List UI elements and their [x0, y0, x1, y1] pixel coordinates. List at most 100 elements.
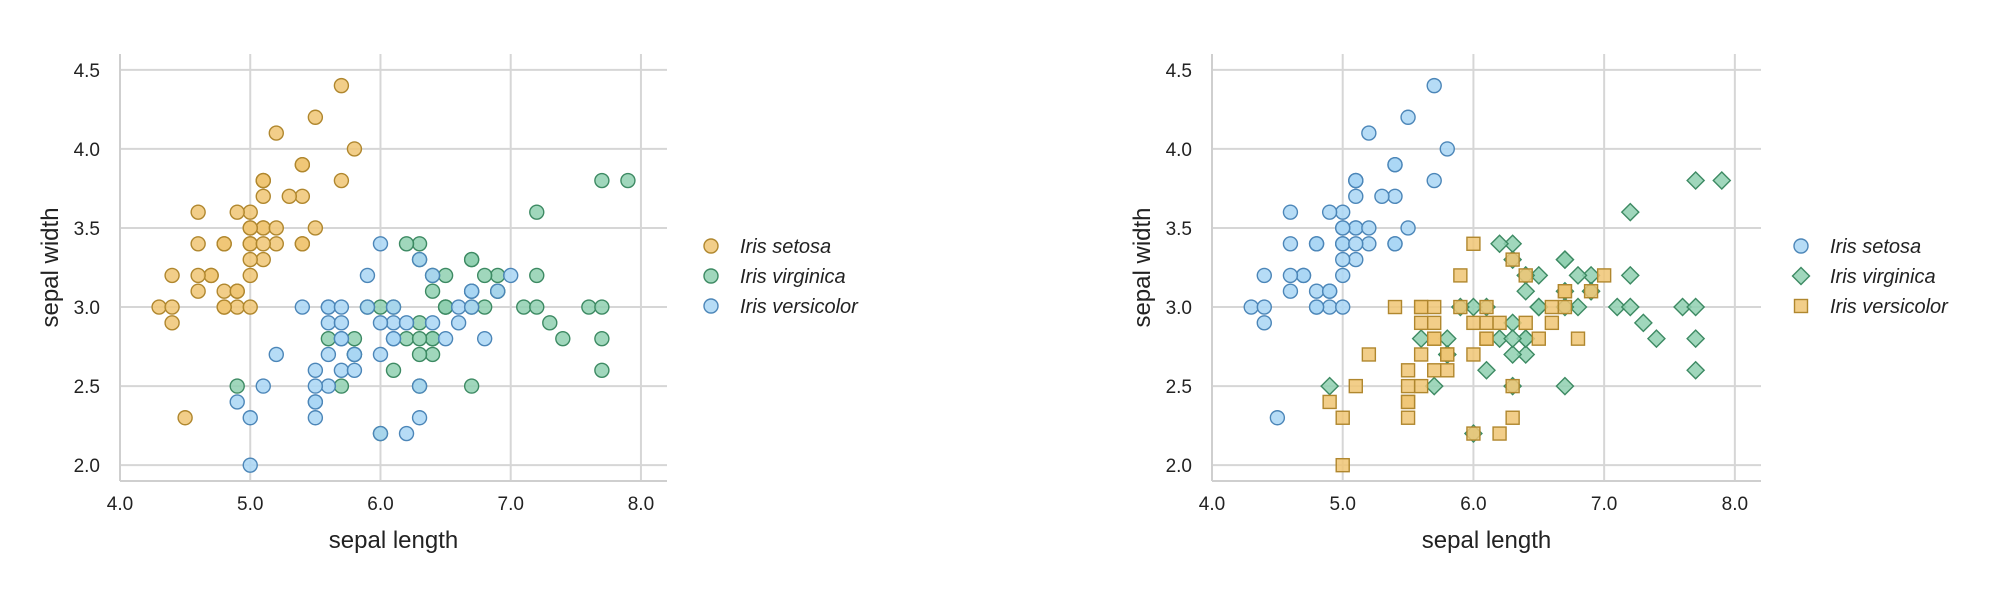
data-point	[333, 172, 350, 189]
data-point	[1555, 376, 1575, 396]
data-point	[1503, 344, 1523, 364]
data-point	[1531, 331, 1546, 346]
x-tick-label: 6.0	[367, 494, 393, 515]
data-point	[320, 330, 337, 347]
data-point	[242, 410, 258, 426]
data-point	[307, 394, 324, 410]
data-point	[216, 299, 232, 315]
data-point	[1439, 141, 1455, 157]
data-point	[294, 236, 311, 252]
data-point	[1400, 410, 1416, 425]
data-point	[307, 410, 324, 426]
data-point	[1400, 394, 1416, 410]
data-point	[437, 267, 454, 284]
data-point	[216, 236, 232, 252]
data-point	[463, 299, 480, 315]
data-point	[1321, 204, 1338, 220]
data-point	[190, 204, 206, 220]
x-tick-label: 7.0	[1591, 494, 1617, 515]
data-point	[1570, 331, 1586, 346]
data-point	[1335, 236, 1351, 252]
legend-marker	[703, 238, 719, 254]
data-point	[1607, 297, 1627, 317]
data-point	[1479, 299, 1494, 315]
data-point	[216, 283, 232, 299]
data-point	[398, 425, 415, 442]
data-point	[294, 188, 311, 205]
y-tick-label: 2.5	[1166, 377, 1192, 398]
data-point	[503, 267, 519, 284]
series-iris-setosa	[1243, 77, 1455, 426]
data-point	[255, 220, 271, 236]
data-point	[229, 378, 245, 394]
data-point	[229, 299, 245, 315]
data-point	[424, 315, 441, 331]
data-point	[542, 315, 558, 331]
data-point	[1335, 204, 1351, 220]
data-point	[255, 236, 271, 252]
x-tick-label: 7.0	[498, 494, 524, 515]
data-point	[1321, 283, 1338, 299]
data-point	[1335, 220, 1351, 236]
data-point	[1673, 297, 1693, 317]
data-point	[1516, 329, 1536, 349]
data-point	[1256, 315, 1272, 331]
legend-marker	[1793, 298, 1809, 314]
data-point	[424, 346, 441, 363]
y-tick-label: 4.0	[1166, 140, 1192, 161]
data-point	[1282, 283, 1299, 299]
data-point	[307, 220, 324, 236]
data-point	[151, 299, 167, 315]
chart-right: 4.0 5.0 6.0 7.0 8.0 2.0 2.5 3.0 3.5 4.0 4.5 sepal l…	[1129, 54, 1949, 554]
data-point	[1490, 329, 1510, 349]
series-iris-versicolor	[229, 236, 519, 473]
x-tick-label: 5.0	[1330, 494, 1356, 515]
data-point	[489, 283, 506, 299]
legend-label: Iris versicolor	[740, 296, 859, 318]
data-point	[1466, 236, 1481, 251]
data-point	[307, 362, 324, 378]
data-point	[398, 330, 415, 347]
data-point	[1322, 394, 1337, 410]
series-iris-versicolor	[1322, 236, 1612, 473]
data-point	[594, 330, 610, 347]
data-point	[1282, 267, 1299, 284]
data-point	[372, 236, 389, 252]
data-point	[385, 330, 402, 347]
data-point	[529, 204, 545, 220]
data-point	[372, 346, 389, 363]
data-point	[164, 299, 180, 315]
data-point	[1544, 299, 1560, 315]
data-point	[294, 299, 311, 315]
data-point	[1583, 284, 1599, 299]
data-point	[450, 299, 467, 315]
data-point	[1335, 457, 1350, 473]
data-point	[242, 204, 258, 220]
data-point	[372, 299, 389, 315]
data-point	[385, 362, 402, 378]
data-point	[333, 77, 350, 94]
data-point	[1282, 204, 1299, 220]
data-point	[489, 267, 506, 284]
chart-left: 4.0 5.0 6.0 7.0 8.0 2.0 2.5 3.0 3.5 4.0 4.5 sepal l…	[37, 54, 859, 554]
data-point	[1295, 267, 1312, 284]
y-tick-label: 3.0	[74, 298, 100, 319]
data-point	[1335, 299, 1351, 315]
data-point	[398, 315, 415, 331]
y-tick-label: 2.0	[74, 456, 100, 477]
data-point	[307, 378, 324, 394]
data-point	[1256, 267, 1272, 284]
data-point	[203, 267, 219, 284]
data-point	[1686, 171, 1706, 191]
data-point	[164, 315, 180, 331]
y-axis-label: sepal width	[1129, 207, 1156, 327]
data-point	[1505, 252, 1520, 267]
data-point	[255, 172, 271, 189]
data-point	[594, 362, 610, 378]
data-point	[1503, 329, 1523, 349]
data-point	[1479, 331, 1494, 346]
legend: Iris setosa Iris virginica Iris versicolor	[703, 236, 859, 318]
data-point	[385, 299, 402, 315]
data-point	[346, 346, 363, 363]
data-point	[437, 330, 454, 347]
